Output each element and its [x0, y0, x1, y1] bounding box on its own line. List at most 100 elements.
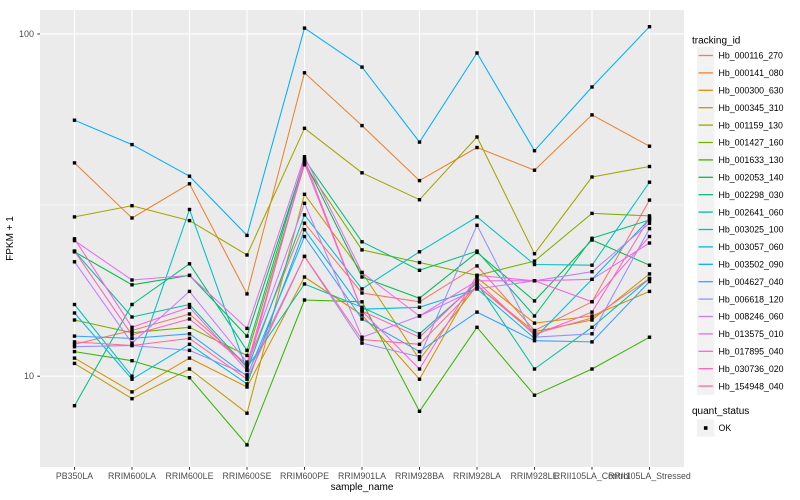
data-point-marker — [130, 390, 134, 394]
data-point-marker — [647, 221, 652, 225]
data-point-marker — [302, 234, 307, 239]
data-point-marker — [532, 149, 537, 153]
legend-item-label: Hb_008246_060 — [719, 312, 784, 322]
data-point-marker — [72, 334, 77, 338]
legend-item: Hb_008246_060 — [697, 307, 784, 326]
legend-item-label: Hb_003025_100 — [719, 225, 784, 235]
data-point-marker — [72, 260, 77, 264]
data-point-marker — [475, 223, 479, 227]
data-point-marker — [302, 71, 307, 75]
data-point-marker — [72, 345, 77, 349]
data-point-marker — [360, 335, 364, 339]
legend-item-label: Hb_001427_160 — [719, 138, 784, 148]
legend-item-label: Hb_001633_130 — [719, 155, 784, 165]
x-tick-label: RRIM901LA — [338, 471, 386, 481]
legend-title: tracking_id — [692, 36, 740, 47]
legend-item-label: Hb_002298_030 — [719, 190, 784, 200]
legend-item: Hb_154948_040 — [697, 377, 784, 395]
legend-item: Hb_003502_090 — [697, 255, 784, 273]
data-point-marker — [245, 365, 249, 370]
data-point-marker — [360, 309, 364, 313]
data-point-marker — [187, 336, 192, 341]
data-point-marker — [532, 168, 537, 172]
data-point-marker — [590, 340, 594, 344]
data-point-marker — [72, 318, 77, 322]
data-point-marker — [647, 263, 652, 267]
data-point-marker — [360, 307, 364, 311]
data-point-marker — [187, 367, 192, 371]
data-point-marker — [532, 279, 537, 283]
data-point-marker — [647, 276, 652, 281]
data-point-marker — [245, 443, 249, 447]
data-point-marker — [187, 302, 192, 307]
data-point-marker — [590, 113, 594, 117]
x-axis-title: sample_name — [331, 482, 394, 493]
data-point-marker — [245, 363, 249, 367]
data-point-marker — [590, 316, 594, 320]
x-tick-label: RRIM600SE — [223, 471, 272, 481]
data-point-marker — [532, 299, 537, 303]
data-point-marker — [360, 123, 364, 128]
data-point-marker — [532, 262, 537, 267]
data-point-marker — [475, 145, 479, 150]
data-point-marker — [72, 342, 77, 346]
data-point-marker — [72, 161, 77, 165]
data-point-marker — [302, 126, 307, 130]
data-point-marker — [417, 198, 422, 202]
data-point-marker — [130, 336, 134, 341]
legend-item-label: Hb_030736_020 — [719, 364, 784, 374]
legend-item-label: Hb_001159_130 — [719, 120, 784, 130]
data-point-marker — [532, 367, 537, 371]
data-point-marker — [130, 397, 134, 401]
legend-item: Hb_000300_630 — [697, 81, 784, 99]
data-point-marker — [130, 359, 134, 363]
data-point-marker — [417, 140, 422, 144]
data-point-marker — [360, 240, 364, 244]
data-point-marker — [360, 291, 364, 295]
data-point-marker — [590, 270, 594, 274]
data-point-marker — [245, 253, 249, 257]
legend-item-label: Hb_004627_040 — [719, 277, 784, 287]
data-point-marker — [417, 355, 422, 359]
data-point-marker — [130, 374, 134, 378]
data-point-marker — [590, 263, 594, 267]
data-point-marker — [360, 287, 364, 291]
data-point-marker — [475, 249, 479, 253]
data-point-marker — [187, 207, 192, 212]
data-point-marker — [245, 326, 249, 331]
data-point-marker — [417, 342, 422, 346]
data-point-marker — [302, 275, 307, 279]
x-tick-label: PB350LA — [56, 471, 93, 481]
data-point-marker — [130, 204, 134, 208]
data-point-marker — [647, 241, 652, 245]
data-point-marker — [647, 198, 652, 202]
data-point-marker — [245, 348, 249, 353]
legend-item-label: Hb_000116_270 — [719, 51, 784, 61]
data-point-marker — [72, 356, 77, 360]
data-point-marker — [130, 333, 134, 337]
data-point-marker — [417, 377, 422, 381]
data-point-marker — [360, 270, 364, 275]
data-point-marker — [475, 215, 479, 219]
data-point-marker — [130, 142, 134, 147]
quant-status-label: OK — [719, 423, 732, 433]
data-point-marker — [245, 334, 249, 338]
data-point-marker — [417, 335, 422, 339]
data-point-marker — [245, 292, 249, 296]
data-point-marker — [130, 302, 134, 307]
legend-item: Hb_001159_130 — [697, 116, 784, 134]
y-tick-label: 10 — [24, 371, 34, 381]
x-tick-label: RRIM600LA — [108, 471, 156, 481]
data-point-marker — [130, 343, 134, 348]
legend-item-label: Hb_013575_010 — [719, 329, 784, 339]
data-point-marker — [417, 314, 422, 318]
x-tick-label: RRIM600PE — [280, 471, 329, 481]
data-point-marker — [72, 118, 77, 122]
data-point-marker — [72, 311, 77, 315]
data-point-marker — [72, 340, 77, 344]
data-point-marker — [360, 171, 364, 175]
data-point-marker — [187, 325, 192, 329]
data-point-marker — [302, 254, 307, 259]
data-point-marker — [475, 51, 479, 55]
data-point-marker — [532, 259, 537, 263]
